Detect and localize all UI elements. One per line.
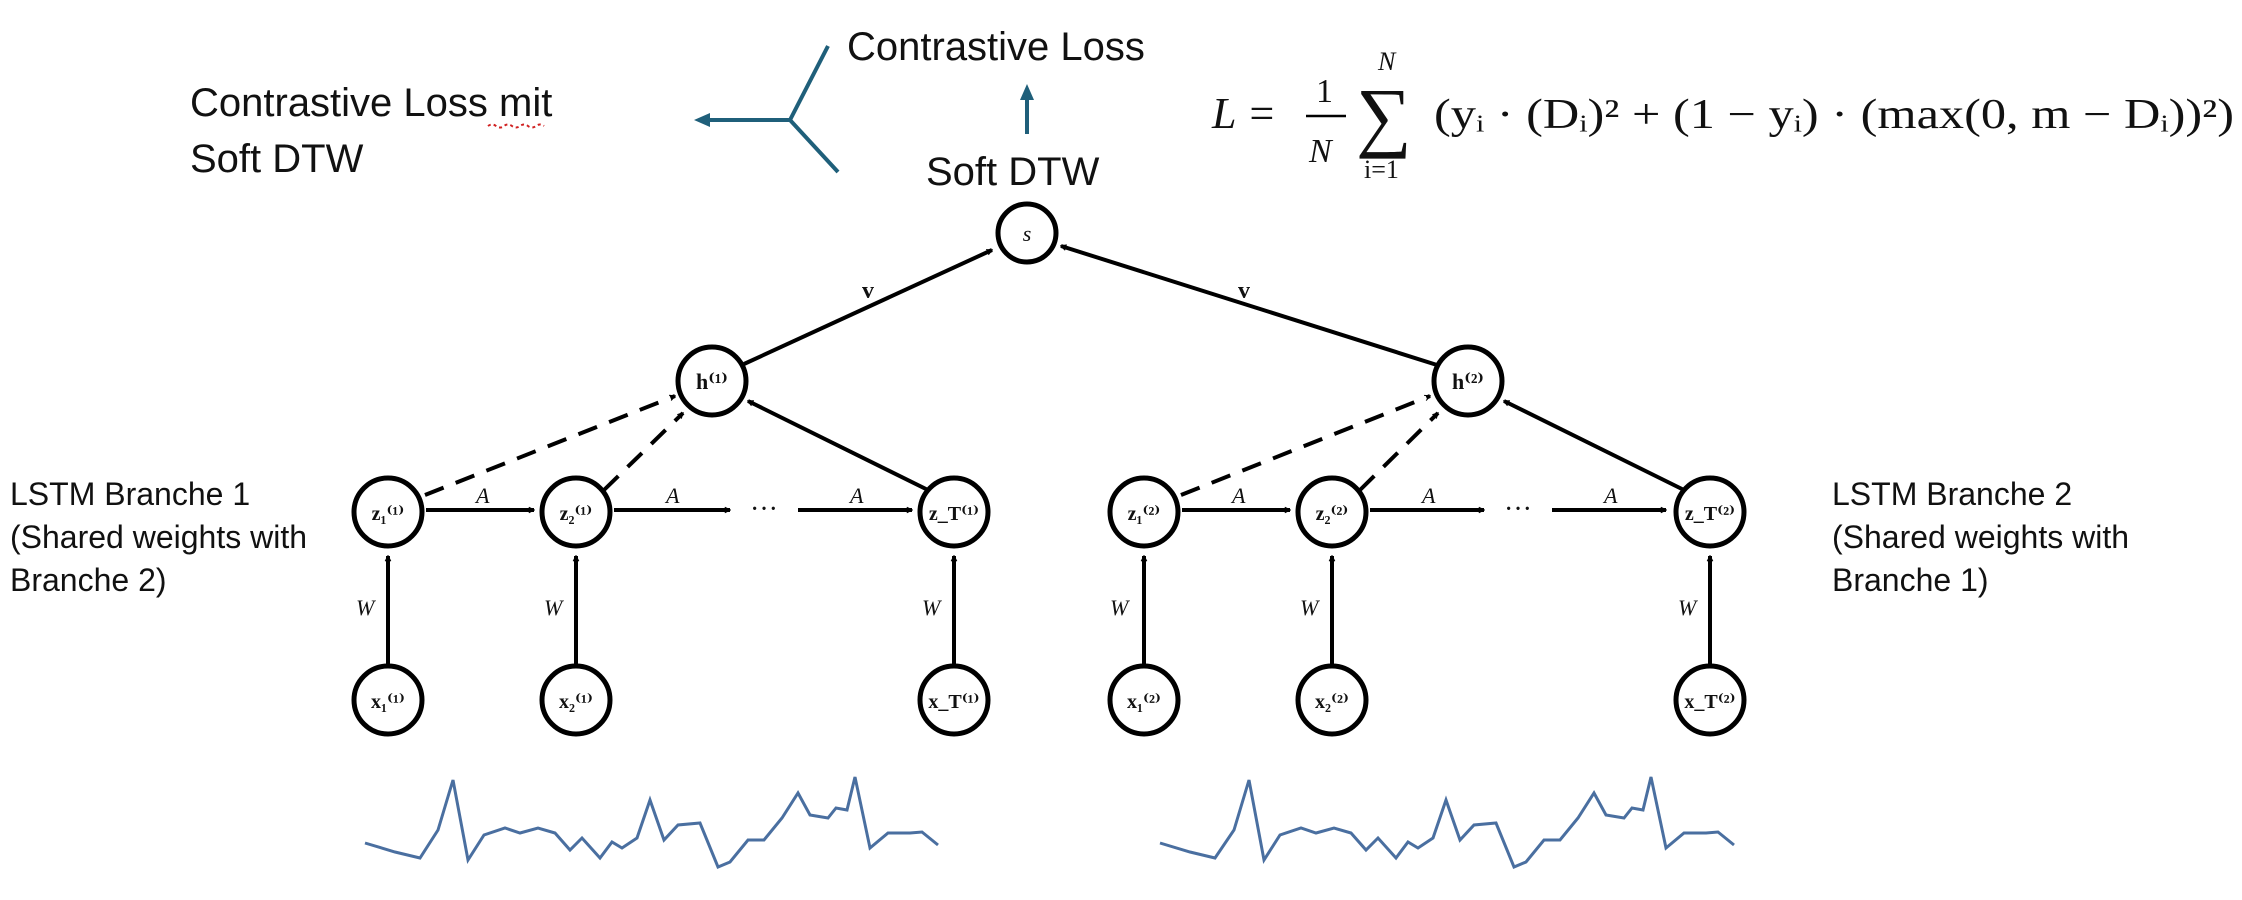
node-x2-branch2-label: x₂⁽²⁾ <box>1315 691 1349 713</box>
node-h2-label: h⁽²⁾ <box>1452 369 1484 394</box>
edge-label-W-1: W <box>356 595 376 620</box>
node-xT-branch1-label: x_T⁽¹⁾ <box>928 691 979 713</box>
formula-frac-num: 1 <box>1316 73 1333 110</box>
formula-sum-top: N <box>1377 47 1397 76</box>
node-s: s <box>995 201 1059 265</box>
node-x2-branch1-label: x₂⁽¹⁾ <box>559 691 593 713</box>
edge-label-W-3: W <box>922 595 942 620</box>
edge-zT-h1 <box>748 399 933 494</box>
node-x2-branch1: x₂⁽¹⁾ <box>539 663 613 737</box>
node-s-label: s <box>1023 221 1032 246</box>
edge-label-A-4: A <box>1230 483 1246 508</box>
time-series-branch2 <box>1159 776 1735 869</box>
node-x1-branch2-label: x₁⁽²⁾ <box>1127 691 1161 713</box>
edge-z2-h1-dashed <box>602 411 685 492</box>
ellipsis-branch1: ··· <box>750 494 778 525</box>
edge-z2-h2-dashed <box>1358 411 1440 492</box>
contrastive-loss-formula: L = 1 N N ∑ i=1 (yᵢ · (Dᵢ)² + (1 − yᵢ) ·… <box>1211 47 2234 184</box>
node-z2-branch2: z₂⁽²⁾ <box>1295 475 1369 549</box>
node-h2: h⁽²⁾ <box>1431 344 1505 418</box>
node-x1-branch2: x₁⁽²⁾ <box>1107 663 1181 737</box>
edge-label-A-1: A <box>474 483 490 508</box>
branch1-label-line1: LSTM Branche 1 <box>10 476 250 512</box>
node-z2-branch2-label: z₂⁽²⁾ <box>1316 503 1349 525</box>
node-x2-branch2: x₂⁽²⁾ <box>1295 663 1369 737</box>
node-zT-branch2-label: z_T⁽²⁾ <box>1685 503 1735 525</box>
node-xT-branch2-label: x_T⁽²⁾ <box>1684 691 1735 713</box>
merge-connector <box>694 45 840 174</box>
edge-label-A-2: A <box>664 483 680 508</box>
branch1-label-line2: (Shared weights with <box>10 519 307 555</box>
edge-label-W-2: W <box>544 595 564 620</box>
formula-sum-bottom: i=1 <box>1364 155 1399 184</box>
branch2-label-line1: LSTM Branche 2 <box>1832 476 2072 512</box>
edge-h1-s <box>743 248 992 366</box>
edge-label-A-3: A <box>848 483 864 508</box>
edge-label-v-left: v <box>862 278 874 304</box>
contrastive-loss-label: Contrastive Loss <box>847 25 1145 69</box>
node-zT-branch1: z_T⁽¹⁾ <box>917 475 991 549</box>
soft-dtw-label: Soft DTW <box>926 150 1100 194</box>
edge-z1-h1-dashed <box>424 394 675 497</box>
edge-label-A-6: A <box>1602 483 1618 508</box>
node-z2-branch1: z₂⁽¹⁾ <box>539 475 613 549</box>
edge-label-A-5: A <box>1420 483 1436 508</box>
left-title-line2: Soft DTW <box>190 137 364 181</box>
node-h1: h⁽¹⁾ <box>675 344 749 418</box>
branch2-label-line2: (Shared weights with <box>1832 519 2129 555</box>
node-x1-branch1: x₁⁽¹⁾ <box>351 663 425 737</box>
branch1-label-line3: Branche 2) <box>10 562 167 598</box>
node-z1-branch2: z₁⁽²⁾ <box>1107 475 1181 549</box>
time-series-branch1 <box>364 776 939 869</box>
node-z1-branch1-label: z₁⁽¹⁾ <box>372 503 405 525</box>
formula-body: (yᵢ · (Dᵢ)² + (1 − yᵢ) · (max(0, m − Dᵢ)… <box>1434 92 2234 138</box>
node-x1-branch1-label: x₁⁽¹⁾ <box>371 691 405 713</box>
node-xT-branch2: x_T⁽²⁾ <box>1673 663 1747 737</box>
node-xT-branch1: x_T⁽¹⁾ <box>917 663 991 737</box>
ellipsis-branch2: ··· <box>1504 494 1532 525</box>
edge-h2-s <box>1061 244 1438 367</box>
node-zT-branch1-label: z_T⁽¹⁾ <box>929 503 979 525</box>
left-title-line1: Contrastive Loss mit <box>190 81 552 125</box>
edge-label-v-right: v <box>1238 278 1250 304</box>
formula-lhs: L = <box>1211 89 1276 138</box>
formula-sum-symbol: ∑ <box>1356 72 1412 159</box>
node-z1-branch2-label: z₁⁽²⁾ <box>1128 503 1161 525</box>
edge-zT-h2 <box>1504 399 1689 494</box>
edge-z1-h2-dashed <box>1180 394 1430 497</box>
edge-label-W-6: W <box>1678 595 1698 620</box>
node-h1-label: h⁽¹⁾ <box>696 369 728 394</box>
edge-label-W-4: W <box>1110 595 1130 620</box>
branch2-label-line3: Branche 1) <box>1832 562 1989 598</box>
node-z1-branch1: z₁⁽¹⁾ <box>351 475 425 549</box>
spellcheck-underline <box>487 123 545 129</box>
edge-label-W-5: W <box>1300 595 1320 620</box>
node-z2-branch1-label: z₂⁽¹⁾ <box>560 503 593 525</box>
formula-frac-den: N <box>1308 133 1334 170</box>
node-zT-branch2: z_T⁽²⁾ <box>1673 475 1747 549</box>
